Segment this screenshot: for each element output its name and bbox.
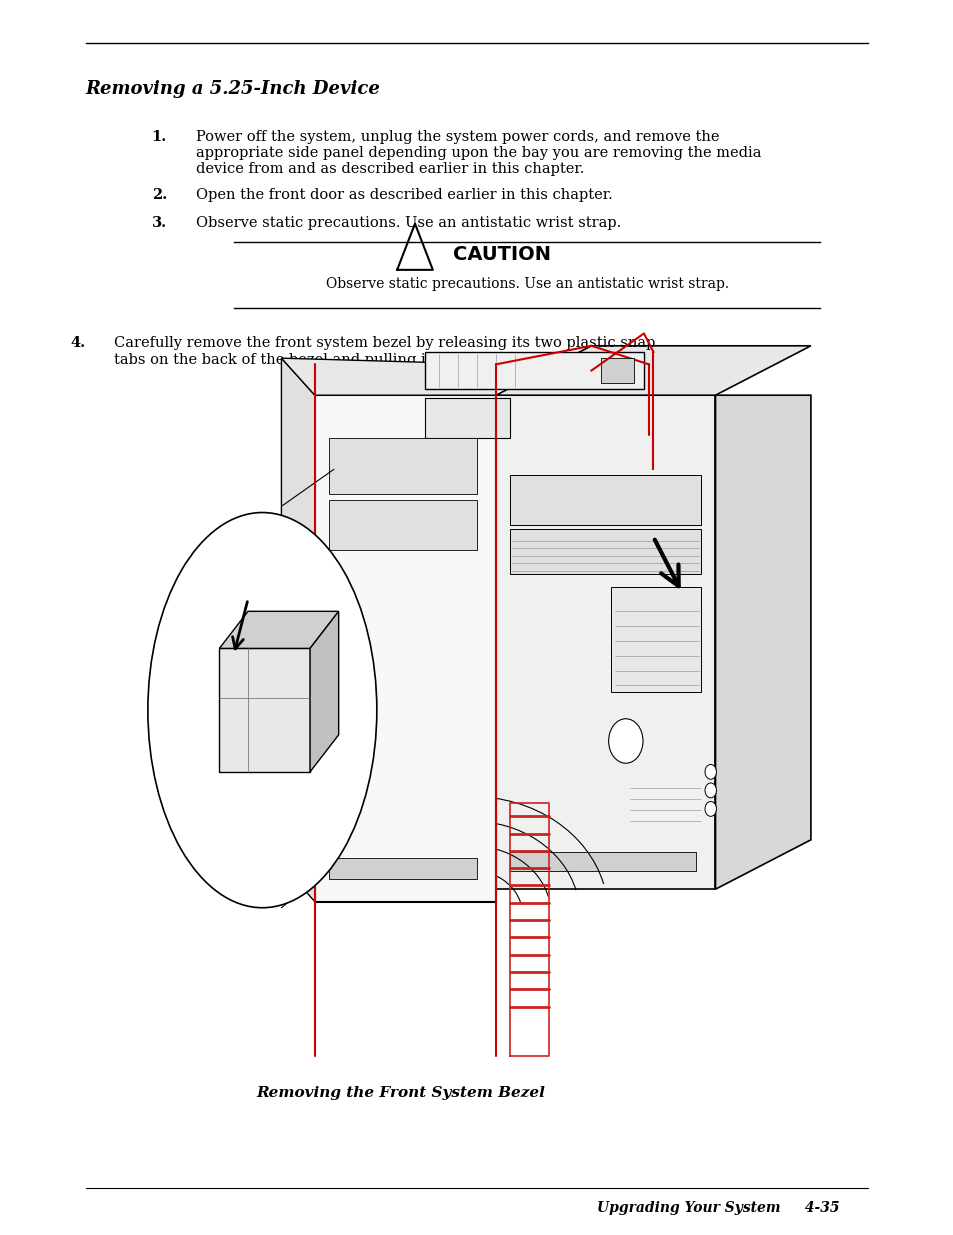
Polygon shape: [600, 358, 634, 383]
Text: Removing the Front System Bezel: Removing the Front System Bezel: [256, 1086, 544, 1100]
Text: Removing a 5.25-Inch Device: Removing a 5.25-Inch Device: [86, 80, 380, 99]
Polygon shape: [510, 529, 700, 574]
Text: 2.: 2.: [152, 188, 167, 201]
Text: Carefully remove the front system bezel by releasing its two plastic snap
tabs o: Carefully remove the front system bezel …: [114, 336, 655, 367]
Circle shape: [704, 802, 716, 816]
Polygon shape: [424, 352, 643, 389]
Polygon shape: [329, 500, 476, 550]
Polygon shape: [219, 648, 310, 772]
Text: 1.: 1.: [152, 130, 167, 143]
Circle shape: [704, 783, 716, 798]
Polygon shape: [496, 395, 715, 889]
Text: Observe static precautions. Use an antistatic wrist strap.: Observe static precautions. Use an antis…: [326, 277, 728, 291]
Ellipse shape: [148, 513, 376, 908]
Text: CAUTION: CAUTION: [453, 245, 551, 264]
Polygon shape: [219, 611, 338, 648]
Polygon shape: [424, 398, 510, 438]
Polygon shape: [610, 587, 700, 692]
Text: Power off the system, unplug the system power cords, and remove the
appropriate : Power off the system, unplug the system …: [195, 130, 760, 177]
Polygon shape: [281, 358, 496, 395]
Polygon shape: [496, 346, 810, 395]
Polygon shape: [310, 611, 338, 772]
Polygon shape: [281, 358, 314, 902]
Polygon shape: [329, 858, 476, 879]
Polygon shape: [510, 475, 700, 525]
Text: 4.: 4.: [71, 336, 86, 350]
Text: 3.: 3.: [152, 216, 167, 230]
Polygon shape: [715, 395, 810, 889]
Circle shape: [704, 764, 716, 779]
Polygon shape: [329, 438, 476, 494]
Text: Upgrading Your System     4-35: Upgrading Your System 4-35: [597, 1200, 839, 1215]
Circle shape: [608, 719, 642, 763]
Polygon shape: [314, 395, 496, 902]
Text: Observe static precautions. Use an antistatic wrist strap.: Observe static precautions. Use an antis…: [195, 216, 620, 230]
Text: Open the front door as described earlier in this chapter.: Open the front door as described earlier…: [195, 188, 612, 201]
Polygon shape: [510, 852, 696, 871]
